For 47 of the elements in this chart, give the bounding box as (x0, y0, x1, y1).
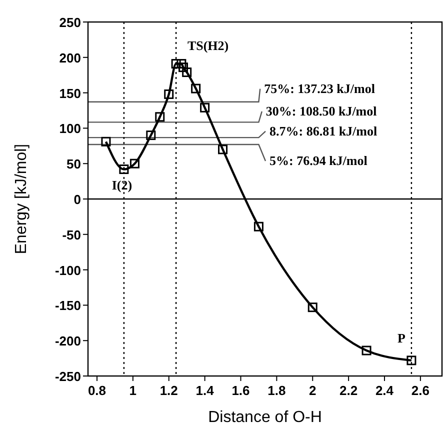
point (176, 59, 186, 69)
y-tick-label: -250 (54, 369, 81, 384)
point (155, 112, 165, 122)
point (362, 346, 372, 356)
point (254, 222, 264, 232)
x-tick-label: 1 (129, 383, 137, 398)
y-tick-label: -200 (54, 334, 81, 349)
x-tick-label: 2.2 (340, 383, 358, 398)
y-tick-label: 100 (59, 121, 81, 136)
point (406, 356, 416, 366)
x-tick-label: 1.8 (268, 383, 286, 398)
annotation: P (397, 330, 406, 346)
ref-line-label: 8.7%: 86.81 kJ/mol (269, 123, 378, 138)
y-tick-label: 150 (59, 86, 81, 101)
x-tick-label: 2 (309, 383, 316, 398)
point (218, 144, 228, 154)
point (182, 68, 192, 78)
point (146, 130, 156, 140)
x-tick-label: 1.6 (232, 383, 250, 398)
point (130, 158, 140, 168)
ref-line-label: 30%: 108.50 kJ/mol (266, 103, 378, 118)
point (119, 164, 129, 174)
x-tick-label: 2.6 (411, 383, 430, 398)
annotation: I(2) (112, 177, 132, 192)
point (200, 102, 210, 112)
x-tick-label: 1.2 (160, 383, 178, 398)
y-tick-label: -150 (54, 298, 81, 314)
y-axis-title: Energy [kJ/mol] (13, 144, 30, 254)
point (171, 59, 181, 69)
x-axis-title: Distance of O-H (208, 409, 322, 426)
x-tick-label: 2.4 (375, 383, 394, 398)
point (101, 136, 111, 146)
x-tick-label: 0.8 (88, 383, 106, 398)
point (178, 62, 188, 72)
y-tick-label: 0 (74, 192, 81, 207)
point (191, 84, 201, 94)
y-tick-label: 50 (66, 156, 81, 172)
y-tick-label: -50 (62, 227, 81, 242)
y-tick-label: 250 (59, 15, 81, 30)
ref-line-label: 5%: 76.94 kJ/mol (269, 153, 368, 168)
point (164, 89, 174, 99)
x-tick-label: 1.4 (196, 383, 215, 398)
point (308, 302, 318, 312)
annotation: TS(H2) (187, 38, 229, 53)
y-tick-label: 200 (59, 50, 81, 66)
ref-line-label: 75%: 137.23 kJ/mol (264, 80, 376, 96)
y-tick-label: -100 (54, 262, 81, 278)
